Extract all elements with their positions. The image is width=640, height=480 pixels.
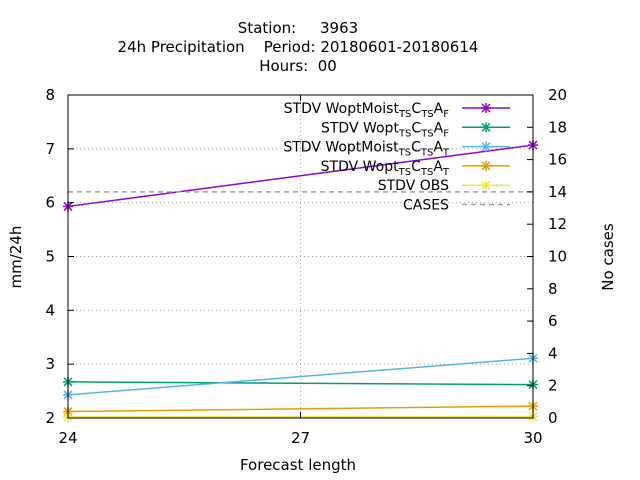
series-line (67, 405, 534, 413)
title-line: Station: 3963 (238, 19, 358, 37)
series-2 (63, 353, 538, 400)
y-tick-label: 5 (45, 248, 55, 266)
legend-entry: STDV WoptTSCTSAT (321, 159, 510, 178)
title-line: 24h Precipitation Period: 20180601-20180… (118, 38, 479, 56)
y-tick-label: 7 (45, 140, 55, 158)
y-tick-label: 3 (45, 355, 55, 373)
legend-entry: STDV OBS (378, 178, 510, 194)
x-axis-label: Forecast length (240, 456, 356, 474)
series-layer (63, 140, 538, 422)
data-point-marker (481, 180, 491, 191)
legend-label: STDV WoptTSCTSAT (321, 159, 450, 178)
legend-label: STDV WoptMoistTSCTSAF (284, 101, 450, 120)
legend-entry: STDV WoptTSCTSAF (321, 120, 510, 139)
x-tick-label: 24 (58, 429, 77, 447)
legend-entry: STDV WoptMoistTSCTSAF (284, 101, 510, 120)
y2-axis-label: No cases (599, 223, 617, 291)
y2-tick-label: 18 (548, 118, 567, 136)
y2-tick-label: 6 (548, 312, 558, 330)
title-line: Hours: 00 (259, 57, 337, 75)
series-line (67, 357, 534, 396)
y2-tick-label: 14 (548, 183, 567, 201)
y2-tick-label: 12 (548, 215, 567, 233)
y2-tick-label: 2 (548, 377, 558, 395)
legend-label: STDV WoptTSCTSAF (321, 120, 449, 139)
y2-tick-label: 16 (548, 151, 567, 169)
x-tick-label: 30 (523, 429, 542, 447)
y2-tick-label: 20 (548, 86, 567, 104)
legend-entry: CASES (403, 198, 510, 214)
x-tick-label: 27 (291, 429, 310, 447)
y2-tick-label: 8 (548, 280, 558, 298)
series-1 (63, 376, 538, 390)
y2-tick-label: 10 (548, 248, 567, 266)
y-tick-label: 2 (45, 409, 55, 427)
grid-layer (68, 95, 533, 418)
series-line (67, 144, 534, 208)
legend-entry: STDV WoptMoistTSCTSAT (283, 140, 510, 159)
legend-label: CASES (403, 198, 449, 214)
data-point-marker (481, 122, 491, 133)
y-tick-label: 8 (45, 86, 55, 104)
y-tick-label: 6 (45, 194, 55, 212)
y-tick-label: 4 (45, 301, 55, 319)
data-point-marker (481, 103, 491, 113)
legend-label: STDV OBS (378, 178, 449, 194)
data-point-marker (481, 141, 491, 152)
legend-label: STDV WoptMoistTSCTSAT (283, 140, 450, 159)
series-line (67, 381, 534, 386)
y-axis-label: mm/24h (7, 226, 25, 289)
y2-tick-label: 0 (548, 409, 558, 427)
y2-tick-label: 4 (548, 344, 558, 362)
data-point-marker (481, 160, 491, 171)
